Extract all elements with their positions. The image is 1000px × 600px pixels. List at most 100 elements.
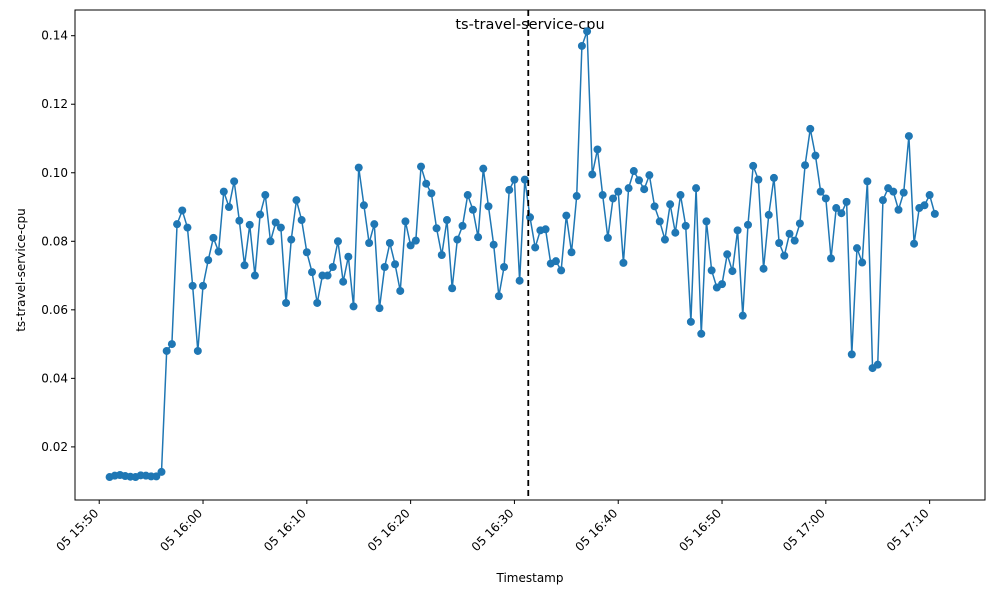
data-point	[572, 192, 581, 201]
data-point	[297, 216, 306, 225]
data-point	[743, 220, 752, 229]
data-point	[764, 210, 773, 219]
data-point	[629, 167, 638, 176]
data-point	[199, 281, 208, 290]
data-point	[266, 237, 275, 246]
data-point	[801, 161, 810, 170]
data-point	[785, 229, 794, 238]
data-point	[520, 175, 529, 184]
data-point	[562, 211, 571, 220]
data-point	[411, 236, 420, 245]
y-tick-label: 0.06	[41, 303, 68, 317]
data-point	[359, 201, 368, 210]
data-point	[640, 185, 649, 194]
data-point	[282, 298, 291, 307]
data-point	[609, 194, 618, 203]
data-point	[676, 191, 685, 200]
data-point	[598, 191, 607, 200]
data-point	[780, 251, 789, 260]
data-point	[707, 266, 716, 275]
data-point	[910, 239, 919, 248]
data-point	[162, 346, 171, 355]
data-point	[795, 219, 804, 228]
data-point	[666, 200, 675, 209]
data-point	[842, 197, 851, 206]
data-point	[333, 237, 342, 246]
data-point	[515, 276, 524, 285]
data-point	[567, 248, 576, 257]
data-point	[494, 292, 503, 301]
data-point	[240, 261, 249, 270]
data-point	[354, 163, 363, 172]
data-point	[287, 235, 296, 244]
data-point	[463, 191, 472, 200]
data-point	[728, 267, 737, 276]
data-point	[458, 221, 467, 230]
data-point	[878, 196, 887, 205]
data-point	[899, 188, 908, 197]
data-point	[276, 223, 285, 232]
data-point	[847, 350, 856, 359]
y-tick-label: 0.02	[41, 440, 68, 454]
data-point	[245, 220, 254, 229]
data-point	[401, 217, 410, 226]
data-point	[790, 236, 799, 245]
data-point	[432, 224, 441, 233]
y-tick-label: 0.04	[41, 371, 68, 385]
data-point	[370, 220, 379, 229]
data-point	[442, 216, 451, 225]
plot-frame	[74, 9, 986, 501]
data-point	[557, 266, 566, 275]
data-point	[308, 268, 317, 277]
data-point	[603, 233, 612, 242]
data-point	[645, 171, 654, 180]
data-point	[339, 277, 348, 286]
data-point	[188, 281, 197, 290]
data-point	[692, 184, 701, 193]
data-point	[681, 221, 690, 230]
data-point	[183, 223, 192, 232]
y-tick-label: 0.14	[41, 29, 68, 43]
data-point	[484, 202, 493, 211]
data-point	[479, 164, 488, 173]
y-tick-label: 0.08	[41, 234, 68, 248]
data-point	[697, 329, 706, 338]
data-point	[417, 162, 426, 171]
data-point	[873, 360, 882, 369]
data-point	[614, 187, 623, 196]
data-point	[474, 233, 483, 242]
data-point	[313, 298, 322, 307]
data-point	[500, 262, 509, 271]
data-point	[261, 191, 270, 200]
data-point	[219, 187, 228, 196]
data-point	[749, 161, 758, 170]
data-point	[505, 185, 514, 194]
data-point	[634, 176, 643, 185]
data-point	[930, 209, 939, 218]
data-point	[224, 203, 233, 212]
plot-area	[105, 10, 939, 500]
data-point	[391, 260, 400, 269]
data-point	[827, 254, 836, 263]
data-point	[551, 257, 560, 266]
data-point	[427, 189, 436, 198]
data-point	[422, 179, 431, 188]
data-point	[510, 175, 519, 184]
data-point	[453, 235, 462, 244]
data-point	[365, 239, 374, 248]
data-point	[531, 243, 540, 252]
data-point	[250, 271, 259, 280]
data-point	[271, 218, 280, 227]
data-point	[858, 258, 867, 267]
data-point	[406, 241, 415, 250]
data-point	[816, 187, 825, 196]
data-point	[863, 177, 872, 186]
data-point	[178, 206, 187, 215]
data-point	[256, 210, 265, 219]
data-point	[593, 145, 602, 154]
data-point	[541, 225, 550, 234]
y-tick-label: 0.10	[41, 166, 68, 180]
data-point	[821, 194, 830, 203]
data-point	[738, 311, 747, 320]
data-point	[380, 262, 389, 271]
